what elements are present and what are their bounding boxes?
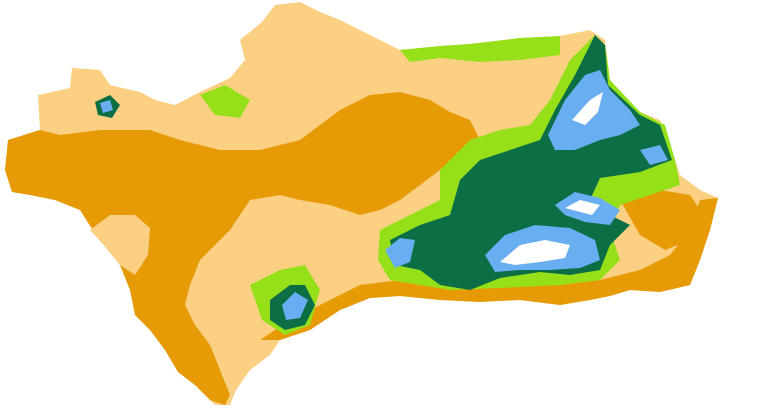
sierra-morena-green-2 [400, 36, 560, 62]
peak-white-north [572, 92, 603, 125]
highland-blue-ronda [282, 292, 308, 320]
highland-blue-aracena [100, 100, 113, 113]
lowland-west [5, 92, 480, 405]
peak-white-nevada [500, 240, 570, 265]
highland-blue-sierra-magina [640, 145, 668, 165]
lowland-east [620, 190, 700, 250]
sierra-morena-green [200, 85, 250, 118]
peak-white-cazorla [565, 200, 600, 215]
doñana-area [90, 215, 150, 275]
highland-blue-west [385, 238, 415, 268]
